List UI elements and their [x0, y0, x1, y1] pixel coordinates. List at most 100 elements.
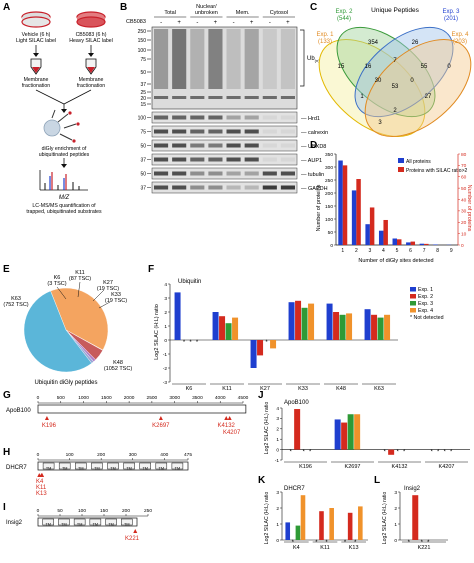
e-k27-count: (19 TSC) [97, 286, 119, 292]
d-bar-all [419, 243, 425, 245]
b-blot-band [208, 185, 223, 190]
map-h-tm-label: TM [94, 467, 99, 471]
panel-i-map: Insig2 0 50 100 150 200 250 TM TM TM TM TM TM K221 [6, 508, 152, 542]
f-marks-bar [295, 300, 302, 340]
l-marks-not-detected: * [421, 540, 424, 546]
f-legend-note: * Not detected [410, 315, 444, 321]
d-ytick-label: 250 [325, 178, 333, 184]
e-k6-label: K6 [54, 275, 61, 281]
panel-f-chart: Ubiquitin Log2 SILAC (H:L) ratio Exp. 1E… [154, 279, 444, 392]
f-marks-bar [377, 317, 384, 340]
f-marks-ytick-label: 0 [164, 338, 167, 344]
d-ylabel: Number of proteins [316, 184, 322, 231]
b-blot-band [154, 143, 169, 148]
l-marks-ytick-label: 2 [394, 506, 397, 512]
f-marks-xtick-label: K27 [260, 386, 270, 392]
venn-region: 15 [338, 64, 345, 70]
k-marks-bar [295, 525, 301, 540]
b-sign: + [177, 20, 181, 26]
b-blot-label: — calnexin [301, 130, 328, 136]
b-blot-strip [151, 111, 298, 124]
f-marks-bar [257, 340, 264, 356]
d-xtick-label: 7 [423, 248, 426, 254]
map-g-tick-label: 4000 [215, 395, 226, 401]
f-marks-bar [326, 303, 333, 340]
b-blot-band [226, 171, 241, 176]
f-marks-ytick-label: 2 [164, 310, 167, 316]
b-blot-band [262, 115, 277, 120]
b-mw-marker: 20 [140, 96, 146, 102]
f-marks-not-detected: * [265, 340, 268, 346]
b-blot-band [208, 157, 223, 162]
j-marks-not-detected: * [302, 450, 305, 456]
b-mw-marker: 100 [138, 48, 147, 54]
vehicle-label-line1: Vehicle (6 h) [22, 32, 51, 38]
map-i-tm-label: TM [108, 523, 113, 527]
map-h-tm-label: TM [175, 467, 180, 471]
b-blot-band [190, 171, 205, 176]
venn-region: 55 [421, 64, 428, 70]
b-blot-band [190, 115, 205, 120]
b-blot-band [280, 185, 295, 190]
b-blot-mw: 50 [140, 144, 146, 150]
map-h-tm-label: TM [110, 467, 115, 471]
lcms-label-line1: LC-MS/MS quantification of [32, 203, 96, 209]
f-marks-bar [371, 314, 378, 340]
b-mw-marker: 25 [140, 90, 146, 96]
map-g-site-marker [44, 416, 49, 420]
map-h-tick-label: 475 [184, 452, 192, 458]
panel-e-pie: K48 (1052 TSC) K63 (752 TSC) K6 (3 TSC) … [3, 270, 132, 386]
e-k63-label: K63 [11, 296, 21, 302]
k-marks-bar [329, 508, 334, 540]
b-blot-band [226, 157, 241, 162]
f-legend-swatch [410, 301, 416, 306]
b-blot-strip [151, 153, 298, 166]
venn-region: 7 [393, 58, 397, 64]
ms-spectrum-icon [39, 170, 88, 191]
map-g-tick-label: 3000 [169, 395, 180, 401]
venn-exp1-count: (133) [318, 39, 332, 45]
panel-letter-b: B [120, 2, 127, 13]
f-marks-not-detected: * [189, 340, 192, 346]
h-protein: DHCR7 [6, 465, 27, 471]
f-marks-ytick-label: -3 [163, 380, 168, 386]
b-blot-band [280, 129, 295, 134]
map-h-tick-label: 0 [37, 452, 40, 458]
f-marks-bar [364, 309, 371, 340]
b-blot-band [244, 171, 259, 176]
panel-g-map: ApoB100 0 500 1000 1500 2000 2500 3000 3500 4000… [6, 395, 249, 436]
j-title: ApoB100 [284, 400, 309, 406]
f-marks-bar [250, 340, 257, 368]
membrane-label-line1: Membrane [24, 77, 49, 83]
d-ytick-right-label: 30 [461, 209, 467, 215]
legend-all-proteins-swatch [398, 158, 404, 163]
f-marks-ytick-label: 1 [164, 324, 167, 330]
b-lane-band [172, 96, 187, 99]
map-h-tm-domain [155, 462, 168, 470]
map-h-tick-label: 200 [97, 452, 105, 458]
b-blot-band [226, 115, 241, 120]
panel-letter-h: H [3, 447, 10, 458]
map-h-tm-label: TM [46, 467, 51, 471]
b-blot-band [172, 143, 187, 148]
map-g-tick-label: 1500 [101, 395, 112, 401]
j-marks-bar [341, 422, 348, 450]
venn-region: 53 [392, 84, 399, 90]
b-sign: - [160, 20, 162, 26]
e-k11-label: K11 [75, 270, 84, 276]
venn-region: 2 [393, 108, 397, 114]
b-blot-band [190, 185, 205, 190]
map-i-protein-bar [37, 517, 138, 527]
f-marks-not-detected: * [183, 340, 186, 346]
d-ytick-right-label: 80 [461, 152, 467, 158]
legend-all-proteins: All proteins [406, 159, 431, 165]
b-blot-band [190, 157, 205, 162]
b-blot-band [280, 115, 295, 120]
d-ytick-right-label: 10 [461, 231, 467, 237]
map-h-tm-domain [42, 462, 55, 470]
b-lane-band [244, 96, 259, 99]
b-blot-label: — AUP1 [301, 158, 322, 164]
k-marks-not-detected: * [315, 540, 318, 546]
j-marks-ytick-label: 4 [276, 406, 279, 412]
map-i-tm-label: TM [124, 523, 129, 527]
